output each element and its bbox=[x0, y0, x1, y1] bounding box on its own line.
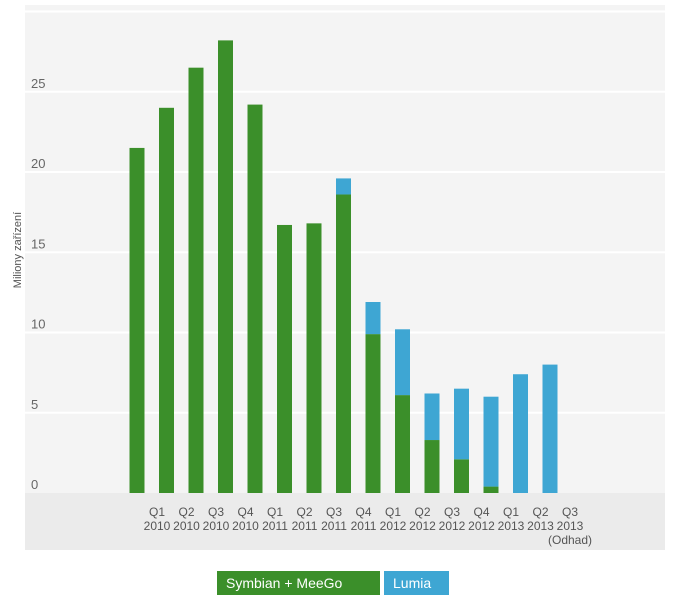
bar-symbian-meego bbox=[129, 147, 145, 494]
bar-lumia bbox=[513, 374, 528, 493]
bar-symbian-meego bbox=[424, 440, 440, 493]
x-tick-label: Q1 bbox=[385, 505, 401, 519]
legend-symbian-meego-label: Symbian + MeeGo bbox=[226, 575, 343, 591]
x-tick-label: (Odhad) bbox=[548, 533, 592, 547]
x-tick-label: 2011 bbox=[292, 519, 318, 533]
x-tick-label: Q2 bbox=[532, 505, 548, 519]
x-tick-label: 2010 bbox=[203, 519, 230, 533]
bar-lumia bbox=[424, 393, 440, 441]
x-tick-label: Q2 bbox=[296, 505, 312, 519]
x-tick-label: Q3 bbox=[444, 505, 460, 519]
x-tick-label: 2012 bbox=[409, 519, 436, 533]
bar-lumia bbox=[483, 396, 499, 487]
x-tick-label: Q3 bbox=[326, 505, 342, 519]
bar-lumia bbox=[454, 388, 469, 460]
bar-lumia bbox=[365, 302, 381, 335]
x-tick-label: Q4 bbox=[473, 505, 489, 519]
bar-lumia bbox=[336, 178, 351, 195]
bar-symbian-meego bbox=[306, 223, 322, 494]
x-tick-label: Q1 bbox=[149, 505, 165, 519]
x-tick-label: 2012 bbox=[439, 519, 466, 533]
x-tick-label: 2013 bbox=[527, 519, 554, 533]
legend-symbian-meego: Symbian + MeeGo bbox=[217, 571, 380, 595]
y-tick-label: 15 bbox=[31, 236, 45, 251]
category-axis-band bbox=[25, 493, 665, 550]
bar-lumia bbox=[395, 329, 410, 396]
x-tick-label: 2011 bbox=[321, 519, 347, 533]
x-tick-label: 2010 bbox=[232, 519, 259, 533]
bar-symbian-meego bbox=[218, 40, 233, 493]
bar-symbian-meego bbox=[159, 107, 174, 494]
x-tick-label: 2012 bbox=[468, 519, 495, 533]
x-tick-label: Q3 bbox=[562, 505, 578, 519]
bar-symbian-meego bbox=[336, 194, 351, 493]
y-tick-label: 0 bbox=[31, 477, 38, 492]
x-tick-label: 2013 bbox=[498, 519, 525, 533]
y-tick-label: 10 bbox=[31, 317, 45, 332]
bar-symbian-meego bbox=[395, 395, 410, 493]
x-tick-label: Q2 bbox=[178, 505, 194, 519]
x-tick-label: 2013 bbox=[557, 519, 584, 533]
bar-symbian-meego bbox=[247, 104, 263, 493]
y-tick-label: 25 bbox=[31, 76, 45, 91]
x-tick-label: Q2 bbox=[414, 505, 430, 519]
bar-symbian-meego bbox=[483, 486, 499, 493]
bar-symbian-meego bbox=[365, 334, 381, 493]
x-tick-label: Q3 bbox=[208, 505, 224, 519]
legend-lumia-label: Lumia bbox=[393, 575, 432, 591]
x-tick-label: 2010 bbox=[144, 519, 171, 533]
x-tick-label: 2012 bbox=[380, 519, 407, 533]
bar-symbian-meego bbox=[188, 67, 204, 494]
x-axis-ticks: Q12010Q22010Q32010Q42010Q12011Q22011Q320… bbox=[144, 505, 592, 547]
x-tick-label: Q4 bbox=[355, 505, 371, 519]
x-tick-label: Q4 bbox=[237, 505, 253, 519]
y-tick-label: 5 bbox=[31, 397, 38, 412]
x-tick-label: 2010 bbox=[173, 519, 200, 533]
y-axis-title: Miliony zařízení bbox=[12, 212, 24, 288]
legend-lumia: Lumia bbox=[384, 571, 449, 595]
y-axis-ticks: 0 5 10 15 20 25 bbox=[31, 76, 45, 492]
bar-symbian-meego bbox=[454, 459, 469, 493]
x-tick-label: Q1 bbox=[503, 505, 519, 519]
y-tick-label: 20 bbox=[31, 156, 45, 171]
bar-symbian-meego bbox=[277, 224, 292, 493]
x-tick-label: 2011 bbox=[351, 519, 377, 533]
bars bbox=[129, 40, 558, 494]
x-tick-label: Q1 bbox=[267, 505, 283, 519]
x-tick-label: 2011 bbox=[262, 519, 288, 533]
bar-lumia bbox=[542, 364, 558, 493]
